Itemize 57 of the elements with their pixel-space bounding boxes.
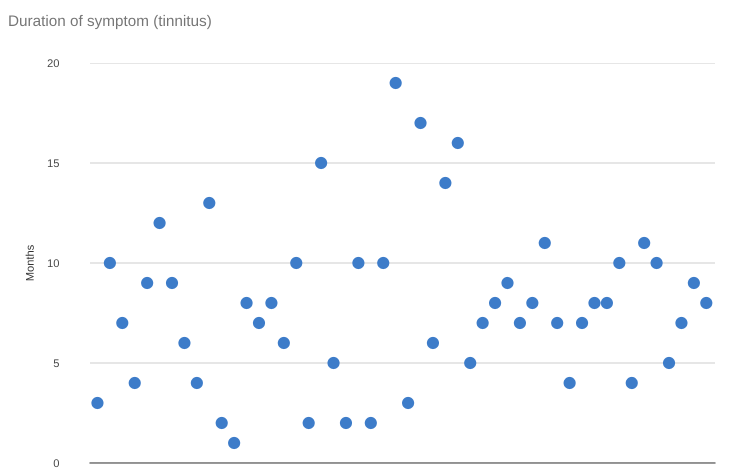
point [402,396,414,410]
point [576,316,588,330]
point [228,436,240,450]
point [564,376,576,390]
y-tick-label: 10 [48,259,60,268]
point [526,296,538,310]
y-tick-label: 20 [48,59,60,68]
point [626,376,638,390]
point [613,256,626,270]
point [290,256,302,270]
point [638,236,650,250]
point [538,236,551,250]
point [104,256,116,270]
point [352,256,364,270]
point [675,316,688,330]
point [464,356,476,370]
y-tick-label: 15 [48,159,59,168]
point [452,136,464,150]
point [600,296,613,310]
point [154,216,166,230]
point [128,376,141,390]
point [278,336,290,350]
point [190,376,203,390]
point [650,256,663,270]
point [414,116,427,130]
point [700,296,712,310]
point [327,356,340,370]
point [688,276,700,290]
point [141,276,154,290]
point [166,276,178,290]
point [390,76,402,90]
point [216,416,228,430]
point [265,296,278,310]
point [240,296,253,310]
chart-title: Duration of symptom (tinnitus) [9,14,211,30]
point [662,356,676,370]
point [514,316,526,330]
point [116,316,128,330]
point [302,416,315,430]
point [252,316,266,330]
point [488,296,502,310]
point [91,396,104,410]
point [315,156,328,170]
point [340,416,352,430]
point [476,316,489,330]
point [364,416,377,430]
point [377,256,390,270]
point [439,176,452,190]
point [588,296,601,310]
y-tick-label: 0 [54,459,60,468]
point [426,336,440,350]
point [501,276,514,290]
point [551,316,564,330]
point [203,196,216,210]
y-tick-label: 5 [54,359,59,368]
y-axis-title: Months [26,245,34,280]
point [178,336,191,350]
